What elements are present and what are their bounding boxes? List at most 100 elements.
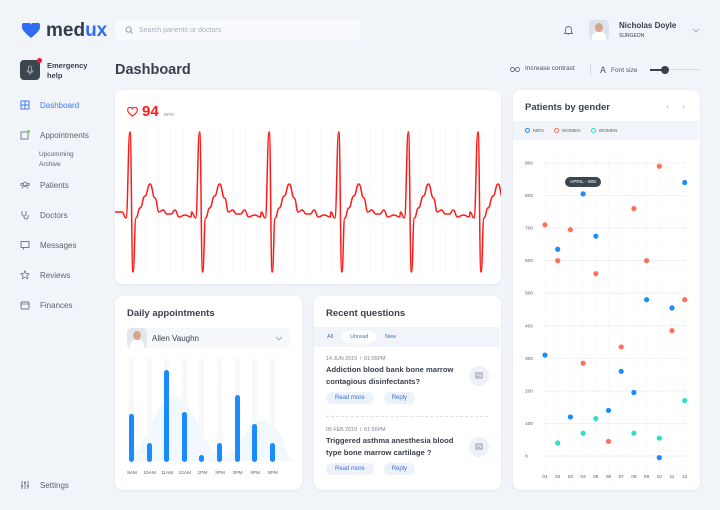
logo-text: med xyxy=(46,20,86,41)
data-point[interactable] xyxy=(555,246,561,252)
comment-button[interactable] xyxy=(469,366,489,386)
data-point[interactable] xyxy=(605,438,612,444)
ecg-line xyxy=(115,131,501,273)
sidebar-item-dashboard[interactable]: Dashboard xyxy=(20,100,79,110)
hour-label: 3PM xyxy=(232,471,243,476)
divider xyxy=(590,64,591,75)
y-tick-label: 900 xyxy=(525,160,533,166)
date: 05 FEB 2019 xyxy=(326,427,357,433)
sidebar-item-reviews[interactable]: Reviews xyxy=(20,270,70,280)
data-point[interactable] xyxy=(542,352,548,358)
wallet-icon xyxy=(20,301,30,310)
ecg-chart xyxy=(115,130,501,275)
legend-men: MEN xyxy=(525,127,544,133)
sidebar-item-doctors[interactable]: Doctors xyxy=(20,210,68,220)
search-input[interactable]: Search parients or doctors xyxy=(115,20,360,40)
appointment-bar[interactable] xyxy=(199,454,205,462)
sidebar-item-finances[interactable]: Finances xyxy=(20,300,72,310)
sidebar-item-appointments[interactable]: Appointments xyxy=(20,130,89,140)
sidebar-item-label: Dashboard xyxy=(40,100,80,110)
doctor-select[interactable]: Allen Vaughn xyxy=(127,328,290,348)
reply-button[interactable]: Reply xyxy=(383,392,416,404)
data-point[interactable] xyxy=(644,297,650,303)
sidebar-item-messages[interactable]: Messages xyxy=(20,240,76,250)
x-tick-label: 01 xyxy=(542,474,548,480)
card-title: Daily appointments xyxy=(127,308,215,319)
sidebar-item-label: Appointments xyxy=(40,130,89,140)
logo[interactable]: medux xyxy=(22,20,107,42)
data-point[interactable] xyxy=(555,440,561,446)
legend-women-2: WOMEN xyxy=(590,127,618,133)
appointment-bar[interactable] xyxy=(252,423,258,462)
appointment-bar[interactable] xyxy=(146,443,152,462)
appointment-bar[interactable] xyxy=(234,395,240,462)
data-point[interactable] xyxy=(669,305,675,311)
data-point[interactable] xyxy=(656,435,662,441)
data-point[interactable] xyxy=(580,191,586,197)
data-point[interactable] xyxy=(682,179,688,186)
data-point[interactable] xyxy=(682,297,688,303)
data-point[interactable] xyxy=(618,368,624,374)
data-point[interactable] xyxy=(580,360,586,366)
appointment-bar[interactable] xyxy=(164,370,170,462)
data-point[interactable] xyxy=(669,328,675,334)
sidebar-item-label: Doctors xyxy=(40,210,68,220)
comment-button[interactable] xyxy=(469,437,489,457)
tab-unread[interactable]: Unread xyxy=(342,331,377,343)
data-point[interactable] xyxy=(682,398,688,404)
data-point[interactable] xyxy=(644,258,650,264)
data-point[interactable] xyxy=(580,430,586,436)
legend-women: WOMEN xyxy=(553,127,581,134)
grid-icon xyxy=(20,100,30,110)
contrast-toggle[interactable]: Increase contrast xyxy=(510,65,575,72)
appointment-bar[interactable] xyxy=(181,412,187,462)
x-tick-label: 03 xyxy=(568,474,574,480)
data-point[interactable] xyxy=(567,414,573,420)
appointment-bar[interactable] xyxy=(129,414,134,462)
appointment-bar[interactable] xyxy=(269,443,275,462)
data-point[interactable] xyxy=(593,233,599,239)
reply-button[interactable]: Reply xyxy=(383,463,416,475)
sidebar-sub-upcoming[interactable]: Upcomming xyxy=(39,151,74,158)
y-tick-label: 300 xyxy=(525,356,533,362)
chevron-down-icon[interactable] xyxy=(692,28,700,33)
sidebar-sub-archive[interactable]: Archive xyxy=(39,161,61,168)
data-point[interactable] xyxy=(631,389,637,396)
data-point[interactable] xyxy=(593,271,599,277)
data-point[interactable] xyxy=(605,407,612,414)
bpm-value: 94 xyxy=(142,103,159,120)
emergency-button[interactable] xyxy=(20,58,42,80)
data-point[interactable] xyxy=(593,415,599,422)
read-more-button[interactable]: Read more xyxy=(326,392,374,404)
sliders-icon xyxy=(21,481,29,489)
read-more-button[interactable]: Read more xyxy=(326,463,374,475)
x-tick-label: 02 xyxy=(555,474,561,480)
data-point[interactable] xyxy=(542,222,548,228)
appointment-bar[interactable] xyxy=(217,443,222,462)
data-point[interactable] xyxy=(631,430,637,436)
data-point[interactable] xyxy=(631,205,637,212)
slider-handle[interactable] xyxy=(661,65,669,74)
data-point[interactable] xyxy=(618,344,624,350)
font-size-slider[interactable] xyxy=(650,65,700,74)
sidebar-item-label: Finances xyxy=(40,300,73,310)
chevron-right-icon[interactable]: › xyxy=(682,101,685,111)
sidebar-item-label: Reviews xyxy=(40,270,71,280)
sidebar-item-patients[interactable]: Patients xyxy=(20,180,69,190)
data-point[interactable] xyxy=(656,455,662,461)
hour-label: 1PM xyxy=(197,471,208,476)
sidebar-item-settings[interactable]: Settings xyxy=(20,480,69,490)
data-point[interactable] xyxy=(656,163,662,169)
time: 01:05PM xyxy=(364,356,386,362)
chevron-left-icon[interactable]: ‹ xyxy=(666,101,669,111)
tab-all[interactable]: All xyxy=(327,334,334,340)
y-tick-label: 0 xyxy=(525,454,528,460)
user-avatar[interactable] xyxy=(589,20,609,40)
legend-label: WOMEN xyxy=(561,128,581,134)
data-point[interactable] xyxy=(567,227,573,233)
bell-icon[interactable] xyxy=(564,25,573,35)
tab-new[interactable]: New xyxy=(385,334,397,340)
hour-label: 2PM xyxy=(215,471,225,476)
data-point[interactable] xyxy=(555,258,561,264)
legend-marker xyxy=(525,127,530,133)
